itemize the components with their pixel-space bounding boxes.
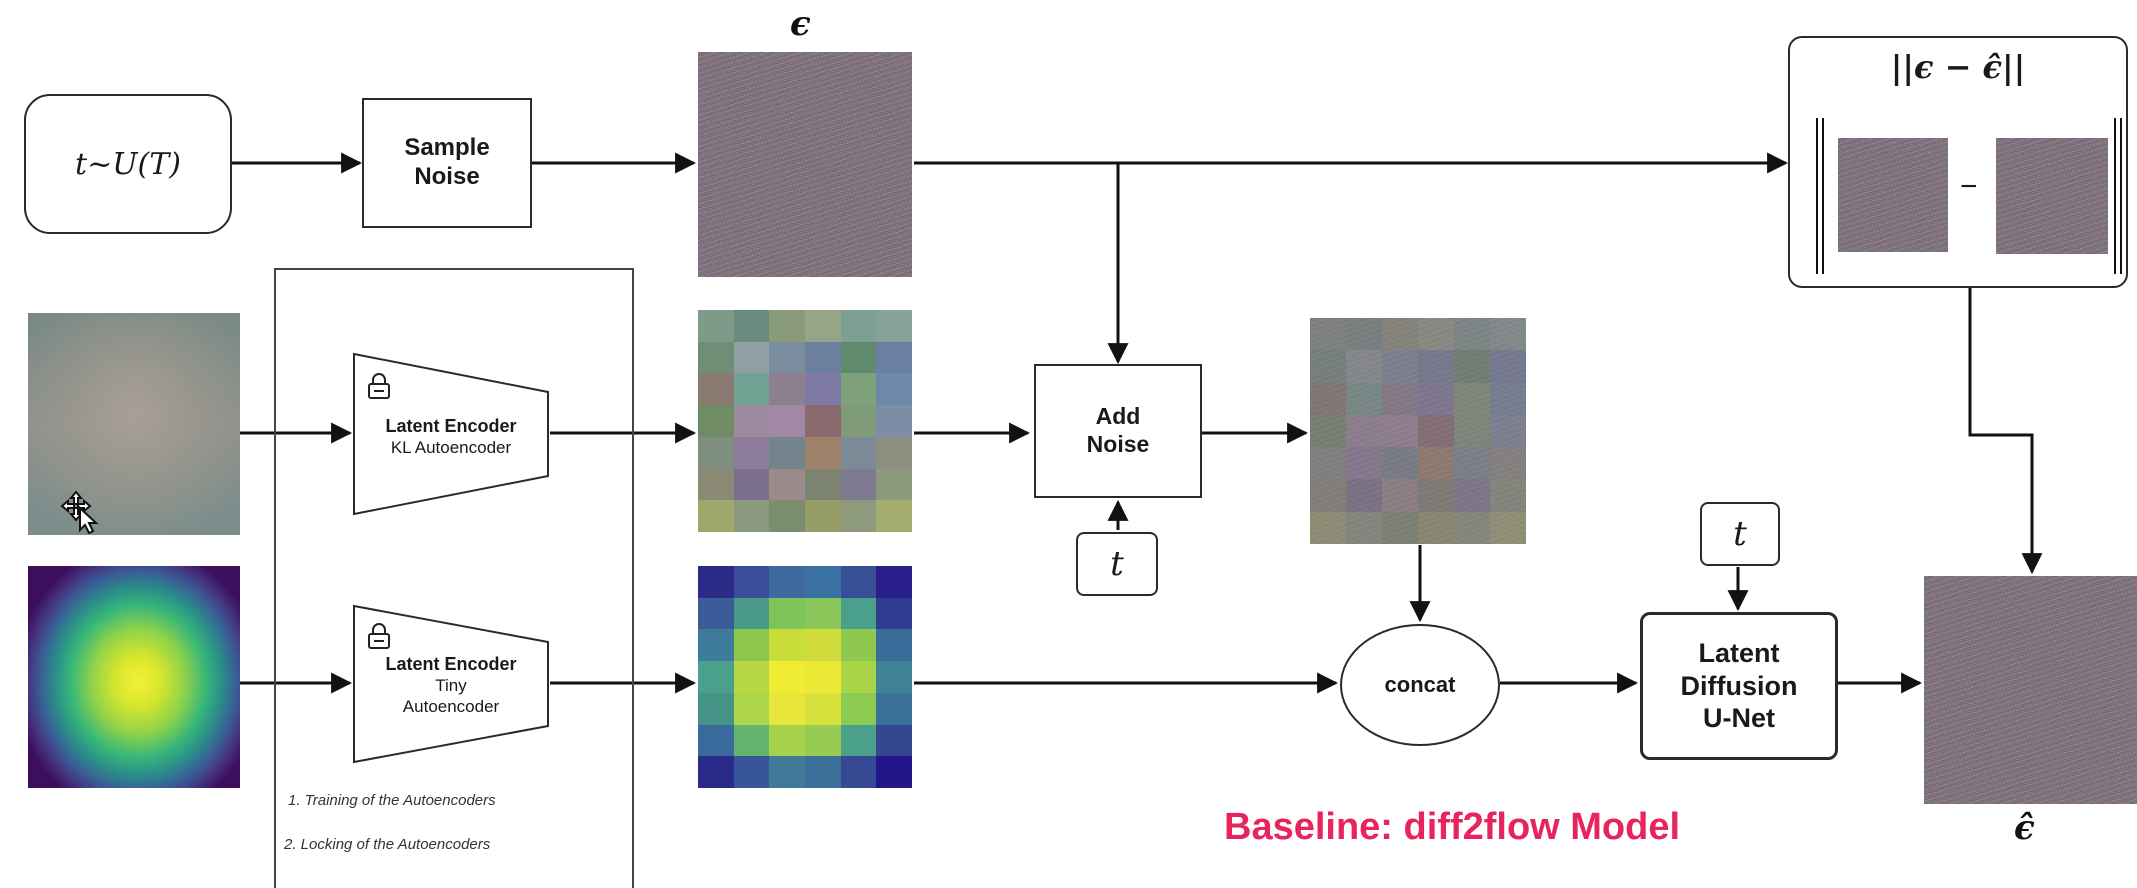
- sample-noise-line-2: Noise: [414, 163, 479, 192]
- tiny-encoder-subtitle-2: Autoencoder: [352, 697, 550, 717]
- loss-box: ||ϵ − ϵ̂|| −: [1788, 36, 2128, 288]
- kl-encoder-block: Latent Encoder KL Autoencoder: [352, 352, 550, 516]
- latent-diffusion-unet-box: Latent Diffusion U-Net: [1640, 612, 1838, 760]
- sample-noise-box: Sample Noise: [362, 98, 532, 228]
- tiny-encoder-block: Latent Encoder Tiny Autoencoder: [352, 604, 550, 764]
- lock-icon: [366, 622, 392, 650]
- timestep-sample-box: t~U(T): [24, 94, 232, 234]
- unet-line-1: Latent: [1699, 637, 1780, 670]
- tiny-latent-image: [698, 566, 912, 788]
- sample-noise-line-1: Sample: [404, 134, 489, 163]
- kl-encoder-title: Latent Encoder: [352, 416, 550, 437]
- timestep-unet-label: t: [1733, 514, 1747, 554]
- timestep-add-noise-box: t: [1076, 532, 1158, 596]
- noised-latent-noise-overlay: [1310, 318, 1526, 544]
- loss-right-norm-bar: [2114, 118, 2122, 274]
- loss-label: ||ϵ − ϵ̂||: [1790, 48, 2126, 86]
- lock-icon: [366, 372, 392, 400]
- add-noise-line-2: Noise: [1087, 431, 1150, 459]
- epsilon-noise-image: [698, 52, 912, 277]
- concat-label: concat: [1385, 672, 1456, 698]
- add-noise-line-1: Add: [1096, 403, 1141, 431]
- caption-locking: 2. Locking of the Autoencoders: [284, 836, 490, 853]
- tiny-encoder-subtitle-1: Tiny: [352, 676, 550, 696]
- arrow-loss-to-epshat: [1970, 288, 2032, 572]
- epsilon-label: ϵ: [790, 4, 811, 44]
- timestep-sample-label: t~U(T): [75, 147, 181, 182]
- loss-epsilon-thumb: [1838, 138, 1948, 252]
- concat-node: concat: [1340, 624, 1500, 746]
- loss-epsilon-hat-thumb: [1996, 138, 2108, 254]
- tiny-encoder-title: Latent Encoder: [352, 654, 550, 675]
- loss-left-norm-bar: [1816, 118, 1824, 274]
- timestep-add-noise-label: t: [1110, 544, 1124, 584]
- heatmap-input-image: [28, 566, 240, 788]
- loss-minus: −: [1960, 170, 1978, 204]
- unet-line-2: Diffusion: [1681, 670, 1798, 703]
- epsilon-hat-noise-image: [1924, 576, 2137, 804]
- add-noise-box: Add Noise: [1034, 364, 1202, 498]
- diagram-title: Baseline: diff2flow Model: [1224, 806, 1680, 849]
- caption-training: 1. Training of the Autoencoders: [288, 792, 496, 809]
- unet-line-3: U-Net: [1703, 702, 1775, 735]
- timestep-unet-box: t: [1700, 502, 1780, 566]
- kl-latent-image: [698, 310, 912, 532]
- move-cursor-icon: [60, 490, 104, 534]
- kl-encoder-subtitle: KL Autoencoder: [352, 438, 550, 458]
- epsilon-hat-label: ϵ̂: [2014, 808, 2035, 848]
